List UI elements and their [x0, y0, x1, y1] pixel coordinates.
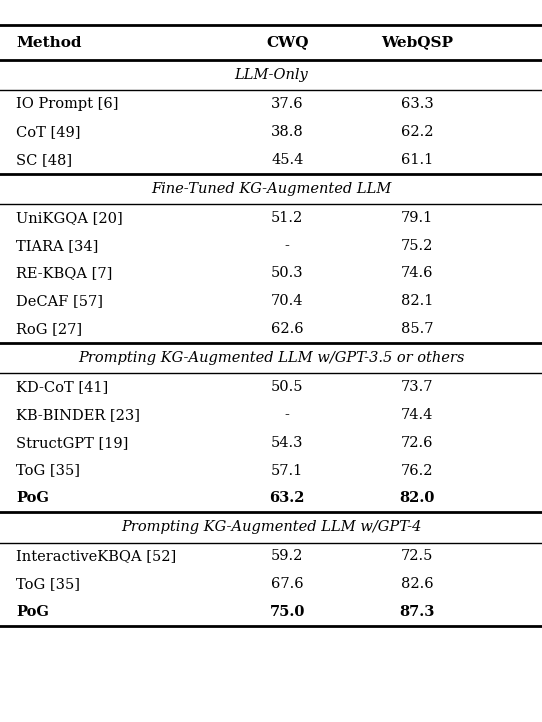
Text: ToG [35]: ToG [35] — [16, 464, 80, 477]
Text: 37.6: 37.6 — [271, 97, 304, 111]
Text: Prompting KG-Augmented LLM w/GPT-3.5 or others: Prompting KG-Augmented LLM w/GPT-3.5 or … — [78, 351, 464, 365]
Text: 75.0: 75.0 — [269, 605, 305, 619]
Text: Fine-Tuned KG-Augmented LLM: Fine-Tuned KG-Augmented LLM — [151, 182, 391, 196]
Text: 87.3: 87.3 — [399, 605, 435, 619]
Text: 74.6: 74.6 — [401, 266, 434, 280]
Text: 63.2: 63.2 — [269, 492, 305, 505]
Text: IO Prompt [6]: IO Prompt [6] — [16, 97, 119, 111]
Text: 45.4: 45.4 — [271, 153, 304, 167]
Text: 50.3: 50.3 — [271, 266, 304, 280]
Text: 79.1: 79.1 — [401, 211, 434, 225]
Text: 82.1: 82.1 — [401, 295, 434, 308]
Text: 75.2: 75.2 — [401, 239, 434, 253]
Text: 59.2: 59.2 — [271, 549, 304, 563]
Text: 76.2: 76.2 — [401, 464, 434, 477]
Text: UniKGQA [20]: UniKGQA [20] — [16, 211, 123, 225]
Text: 72.5: 72.5 — [401, 549, 434, 563]
Text: 70.4: 70.4 — [271, 295, 304, 308]
Text: RE-KBQA [7]: RE-KBQA [7] — [16, 266, 113, 280]
Text: 82.6: 82.6 — [401, 578, 434, 591]
Text: 62.6: 62.6 — [271, 322, 304, 336]
Text: PoG: PoG — [16, 492, 49, 505]
Text: 54.3: 54.3 — [271, 436, 304, 450]
Text: 51.2: 51.2 — [271, 211, 304, 225]
Text: 63.3: 63.3 — [401, 97, 434, 111]
Text: StructGPT [19]: StructGPT [19] — [16, 436, 128, 450]
Text: ToG [35]: ToG [35] — [16, 578, 80, 591]
Text: Prompting KG-Augmented LLM w/GPT-4: Prompting KG-Augmented LLM w/GPT-4 — [121, 521, 421, 534]
Text: Method: Method — [16, 35, 82, 50]
Text: SC [48]: SC [48] — [16, 153, 73, 167]
Text: InteractiveKBQA [52]: InteractiveKBQA [52] — [16, 549, 177, 563]
Text: TIARA [34]: TIARA [34] — [16, 239, 99, 253]
Text: WebQSP: WebQSP — [382, 35, 453, 50]
Text: -: - — [285, 239, 289, 253]
Text: 67.6: 67.6 — [271, 578, 304, 591]
Text: RoG [27]: RoG [27] — [16, 322, 82, 336]
Text: CoT [49]: CoT [49] — [16, 125, 81, 139]
Text: 72.6: 72.6 — [401, 436, 434, 450]
Text: 62.2: 62.2 — [401, 125, 434, 139]
Text: 85.7: 85.7 — [401, 322, 434, 336]
Text: DeCAF [57]: DeCAF [57] — [16, 295, 104, 308]
Text: KB-BINDER [23]: KB-BINDER [23] — [16, 408, 140, 422]
Text: CWQ: CWQ — [266, 35, 308, 50]
Text: 74.4: 74.4 — [401, 408, 434, 422]
Text: 73.7: 73.7 — [401, 380, 434, 394]
Text: 50.5: 50.5 — [271, 380, 304, 394]
Text: KD-CoT [41]: KD-CoT [41] — [16, 380, 108, 394]
Text: 82.0: 82.0 — [399, 492, 435, 505]
Text: 38.8: 38.8 — [271, 125, 304, 139]
Text: LLM-Only: LLM-Only — [234, 68, 308, 82]
Text: -: - — [285, 408, 289, 422]
Text: 61.1: 61.1 — [401, 153, 434, 167]
Text: 57.1: 57.1 — [271, 464, 304, 477]
Text: PoG: PoG — [16, 605, 49, 619]
